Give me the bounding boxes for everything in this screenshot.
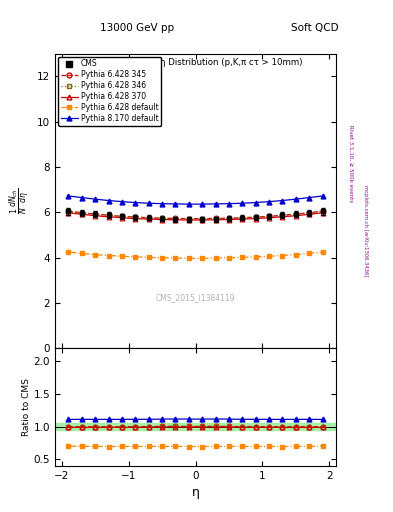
X-axis label: η: η bbox=[191, 486, 200, 499]
Text: mcplots.cern.ch [arXiv:1306.3436]: mcplots.cern.ch [arXiv:1306.3436] bbox=[363, 185, 368, 276]
Text: Rivet 3.1.10, ≥ 500k events: Rivet 3.1.10, ≥ 500k events bbox=[348, 125, 353, 202]
Text: Charged Particleη Distribution (p,K,π cτ > 10mm): Charged Particleη Distribution (p,K,π cτ… bbox=[89, 58, 302, 67]
Y-axis label: $\frac{1}{N}\frac{dN_{ch}}{d\eta}$: $\frac{1}{N}\frac{dN_{ch}}{d\eta}$ bbox=[7, 187, 33, 215]
Legend: CMS, Pythia 6.428 345, Pythia 6.428 346, Pythia 6.428 370, Pythia 6.428 default,: CMS, Pythia 6.428 345, Pythia 6.428 346,… bbox=[58, 57, 161, 126]
Text: Soft QCD: Soft QCD bbox=[290, 23, 338, 33]
Text: 13000 GeV pp: 13000 GeV pp bbox=[101, 23, 174, 33]
Y-axis label: Ratio to CMS: Ratio to CMS bbox=[22, 378, 31, 436]
Text: CMS_2015_I1384119: CMS_2015_I1384119 bbox=[156, 293, 235, 303]
Bar bbox=[55, 423, 336, 430]
